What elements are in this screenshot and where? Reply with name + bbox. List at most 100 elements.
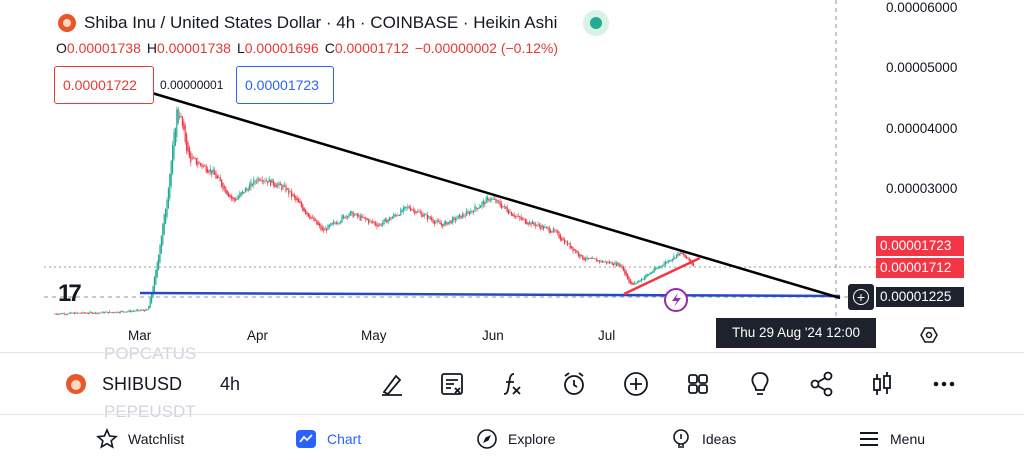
candle-body xyxy=(456,218,458,220)
indicators-icon[interactable] xyxy=(496,368,528,400)
share-icon[interactable] xyxy=(806,368,838,400)
candle-body xyxy=(536,224,538,226)
candle-body xyxy=(649,272,651,275)
rising-line[interactable] xyxy=(623,256,701,296)
candle-body xyxy=(558,231,560,239)
support-line[interactable] xyxy=(139,291,841,298)
candle-body xyxy=(576,251,578,253)
candle-body xyxy=(573,249,575,251)
candle-body xyxy=(201,164,203,168)
candle-body xyxy=(109,311,111,313)
nav-watchlist-label: Watchlist xyxy=(128,431,185,447)
more-icon[interactable] xyxy=(928,368,960,400)
draw-icon[interactable] xyxy=(376,368,408,400)
candle-body xyxy=(512,213,514,216)
candle-body xyxy=(657,267,659,269)
add-icon[interactable] xyxy=(620,368,652,400)
candle-body xyxy=(365,217,367,220)
candle-body xyxy=(592,257,594,259)
trendline[interactable] xyxy=(151,91,841,300)
change-value: −0.00000002 (−0.12%) xyxy=(414,40,559,56)
settings-hexagon-icon[interactable] xyxy=(920,326,938,344)
candle-body xyxy=(627,273,629,280)
chart-type-icon[interactable] xyxy=(866,368,898,400)
nav-ideas[interactable]: Ideas xyxy=(670,418,736,460)
chart-area[interactable]: Shiba Inu / United States Dollar · 4h · … xyxy=(0,0,1024,352)
candle-body xyxy=(348,214,350,217)
candle-body xyxy=(513,214,515,218)
market-status-icon[interactable] xyxy=(583,10,610,36)
candle-body xyxy=(72,312,74,314)
candle-body xyxy=(139,310,141,312)
candle-body xyxy=(600,260,602,262)
ideas-bulb-icon[interactable] xyxy=(744,368,776,400)
candle-body xyxy=(208,170,210,173)
candle-body xyxy=(180,116,182,118)
candle-body xyxy=(466,210,468,216)
candle-body xyxy=(345,215,347,218)
candle-body xyxy=(242,190,244,194)
nav-chart[interactable]: Chart xyxy=(295,418,361,460)
candle-body xyxy=(523,218,525,220)
candle-body xyxy=(204,165,206,167)
candle-body xyxy=(195,158,197,165)
candle-body xyxy=(104,312,106,313)
candle-body xyxy=(452,217,454,223)
candle-body xyxy=(463,215,465,217)
candle-body xyxy=(316,219,318,225)
candle-body xyxy=(407,206,409,208)
sell-button[interactable]: 0.00001722 xyxy=(54,66,154,104)
candle-body xyxy=(482,200,484,205)
candle-body xyxy=(485,197,487,204)
candle-body xyxy=(358,215,360,217)
candle-body xyxy=(673,255,675,260)
candle-body xyxy=(692,262,694,266)
candle-body xyxy=(562,239,564,240)
candle-body xyxy=(88,313,90,314)
candle-body xyxy=(142,310,144,311)
candle-body xyxy=(121,311,123,312)
symbol-title-row[interactable]: Shiba Inu / United States Dollar · 4h · … xyxy=(58,10,610,36)
y-tick: 0.00005000 xyxy=(886,60,958,75)
interval-selector[interactable]: 4h xyxy=(220,374,241,394)
candle-body xyxy=(145,308,147,311)
nav-ideas-label: Ideas xyxy=(702,431,737,447)
buy-button[interactable]: 0.00001723 xyxy=(236,66,334,104)
candle-body xyxy=(607,261,609,263)
crosshair-time-label: Thu 29 Aug '24 12:00 xyxy=(716,318,876,348)
layout-icon[interactable] xyxy=(682,368,714,400)
alert-icon[interactable] xyxy=(558,368,590,400)
candle-body xyxy=(503,205,505,207)
candle-body xyxy=(335,222,337,225)
candle-body xyxy=(149,297,151,308)
candle-body xyxy=(617,262,619,265)
candle-body xyxy=(516,215,518,217)
candle-body xyxy=(401,210,403,212)
candle-body xyxy=(324,228,326,230)
add-price-alert-button[interactable]: + xyxy=(848,284,874,310)
candle-body xyxy=(464,215,466,217)
candle-body xyxy=(179,115,181,117)
candle-body xyxy=(93,313,95,314)
nav-explore[interactable]: Explore xyxy=(476,418,555,460)
nav-menu[interactable]: Menu xyxy=(858,418,925,460)
price-chart[interactable] xyxy=(0,0,1024,352)
candle-body xyxy=(67,314,69,315)
candle-body xyxy=(282,185,284,188)
candle-body xyxy=(110,312,112,313)
candle-body xyxy=(601,260,603,263)
candle-body xyxy=(494,198,496,200)
candle-body xyxy=(281,184,283,190)
star-icon xyxy=(96,428,118,449)
symbol-selector[interactable]: SHIBUSD xyxy=(102,374,183,394)
shiba-coin-icon[interactable] xyxy=(66,374,86,394)
candles-group xyxy=(54,106,694,316)
candle-body xyxy=(393,214,395,218)
nav-watchlist[interactable]: Watchlist xyxy=(96,418,184,460)
notes-icon[interactable] xyxy=(436,368,468,400)
candle-body xyxy=(509,211,511,213)
candle-body xyxy=(529,221,531,224)
candle-body xyxy=(202,165,204,167)
candle-body xyxy=(61,313,63,315)
candle-body xyxy=(477,208,479,209)
